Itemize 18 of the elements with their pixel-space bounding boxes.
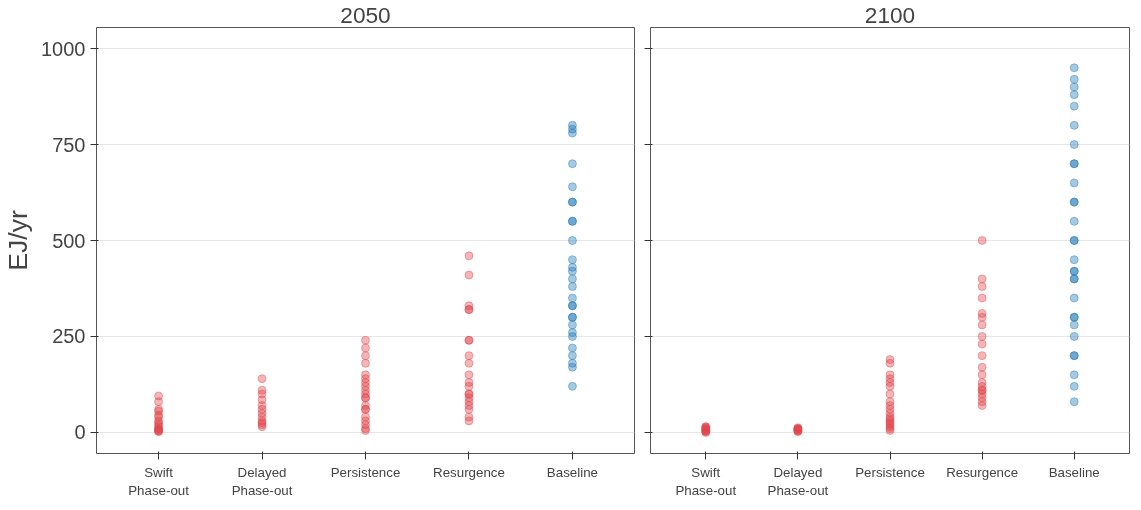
x-tick-label: Resurgence (433, 464, 505, 480)
chart-title: 2050 (340, 1, 391, 28)
x-tick-label: Delayed Phase-out (767, 464, 829, 498)
x-tick-label: Delayed Phase-out (231, 464, 293, 498)
x-tick-label: Swift Phase-out (675, 464, 737, 498)
x-tick-label: Persistence (330, 464, 401, 480)
y-tick-label: 0 (74, 421, 86, 444)
y-tick-label: 750 (52, 133, 86, 156)
y-tick-label: 500 (52, 229, 86, 252)
x-tick-label: Baseline (1048, 464, 1100, 480)
x-tick-label: Baseline (546, 464, 598, 480)
y-axis-title: EJ/yr (3, 210, 34, 271)
x-tick-label: Persistence (855, 464, 925, 480)
x-tick-label: Swift Phase-out (128, 464, 190, 498)
y-tick-label: 250 (52, 325, 86, 348)
chart-title: 2100 (864, 1, 916, 28)
y-tick-label: 1000 (41, 37, 86, 60)
x-tick-label: Resurgence (946, 464, 1019, 480)
